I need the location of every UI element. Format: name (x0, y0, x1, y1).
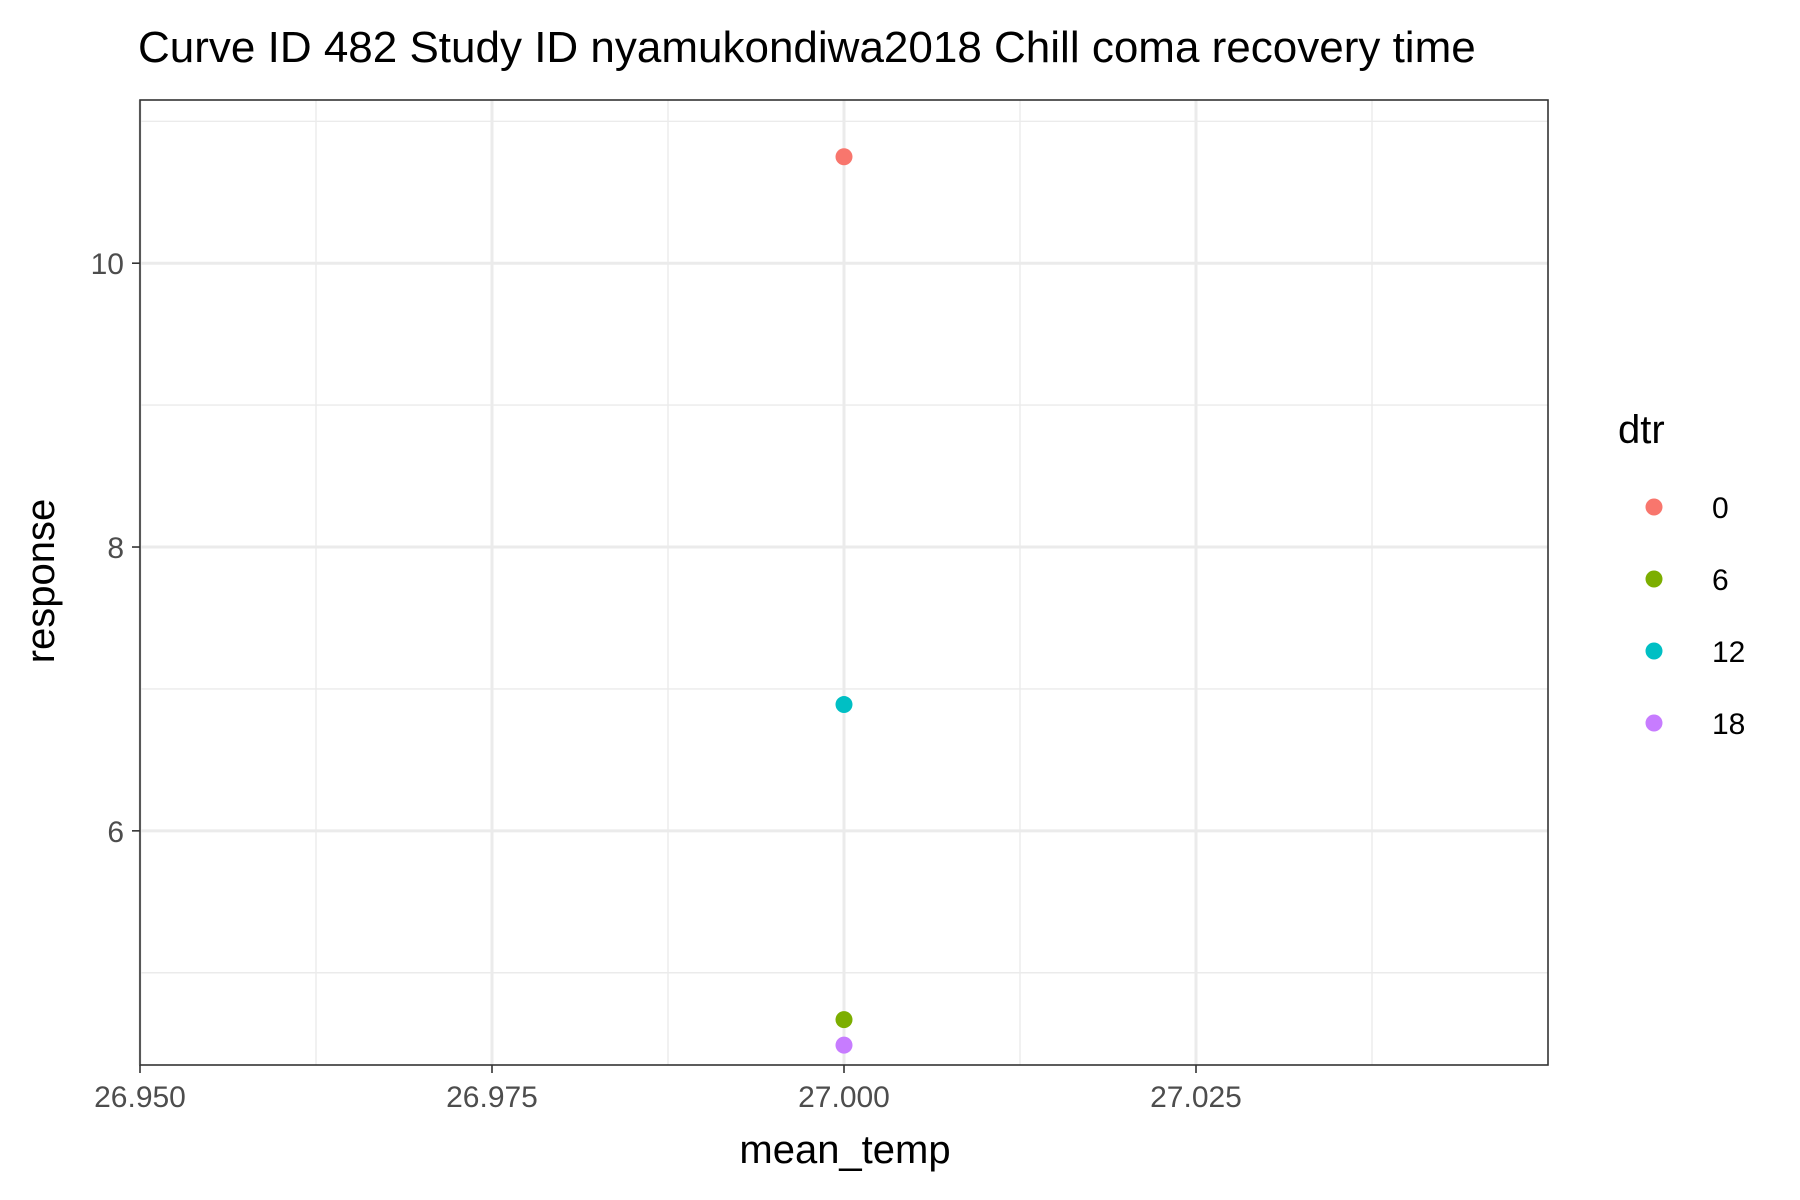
legend-key-dtr-0 (1645, 498, 1663, 516)
x-tick-label: 27.000 (798, 1081, 890, 1114)
y-axis-title: response (19, 499, 63, 664)
y-tick-label: 6 (107, 816, 124, 849)
legend-key-dtr-12 (1645, 642, 1663, 660)
legend-label-dtr-6: 6 (1712, 564, 1729, 597)
x-axis-title: mean_temp (739, 1128, 950, 1172)
legend-label-dtr-0: 0 (1712, 492, 1729, 525)
chart-title: Curve ID 482 Study ID nyamukondiwa2018 C… (138, 23, 1476, 72)
legend-key-dtr-18 (1645, 714, 1663, 732)
x-tick-label: 26.950 (94, 1081, 186, 1114)
legend-label-dtr-12: 12 (1712, 636, 1745, 669)
data-point-dtr-12 (835, 696, 853, 714)
legend-key-dtr-6 (1645, 570, 1663, 588)
plot-area: 26.950 26.975 27.000 27.025 6 8 10 (91, 99, 1549, 1114)
data-point-dtr-6 (835, 1011, 853, 1029)
legend-title: dtr (1618, 408, 1665, 452)
x-tick-label: 27.025 (1150, 1081, 1242, 1114)
legend: dtr 0 6 12 18 (1618, 408, 1745, 741)
x-tick-label: 26.975 (446, 1081, 538, 1114)
data-point-dtr-18 (835, 1036, 853, 1054)
legend-label-dtr-18: 18 (1712, 708, 1745, 741)
y-tick-label: 10 (91, 248, 124, 281)
y-tick-label: 8 (107, 532, 124, 565)
data-point-dtr-0 (835, 148, 853, 166)
